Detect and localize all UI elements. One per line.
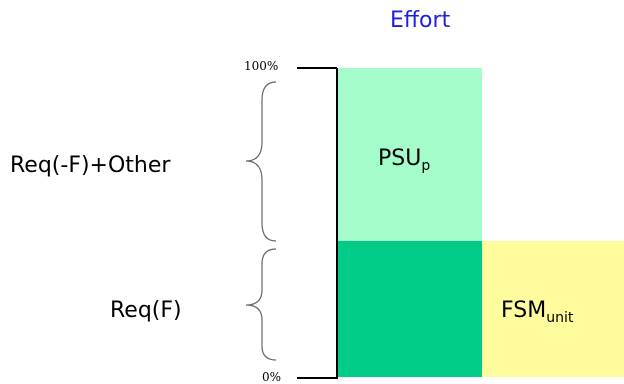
fsm-unit-label: FSMunit	[501, 298, 573, 326]
req-f-block	[338, 241, 482, 377]
psup-label: PSUp	[378, 146, 430, 174]
tick-mark-100	[297, 67, 337, 69]
lower-brace	[245, 248, 277, 361]
psup-label-subscript: p	[421, 158, 431, 174]
upper-brace	[245, 81, 277, 242]
fsm-unit-label-base: FSM	[501, 298, 547, 323]
tick-label-100: 100%	[244, 59, 279, 73]
vertical-axis	[336, 68, 338, 379]
req-not-f-other-label: Req(-F)+Other	[10, 153, 171, 178]
braces	[245, 81, 277, 361]
fsm-unit-label-subscript: unit	[546, 310, 574, 326]
diagram-title: Effort	[390, 8, 451, 33]
fsm-unit-block	[482, 241, 624, 377]
tick-label-0: 0%	[262, 370, 282, 384]
psup-label-base: PSU	[378, 146, 422, 171]
req-f-label: Req(F)	[110, 298, 182, 323]
tick-mark-0	[297, 377, 337, 379]
psup-block	[338, 68, 482, 241]
